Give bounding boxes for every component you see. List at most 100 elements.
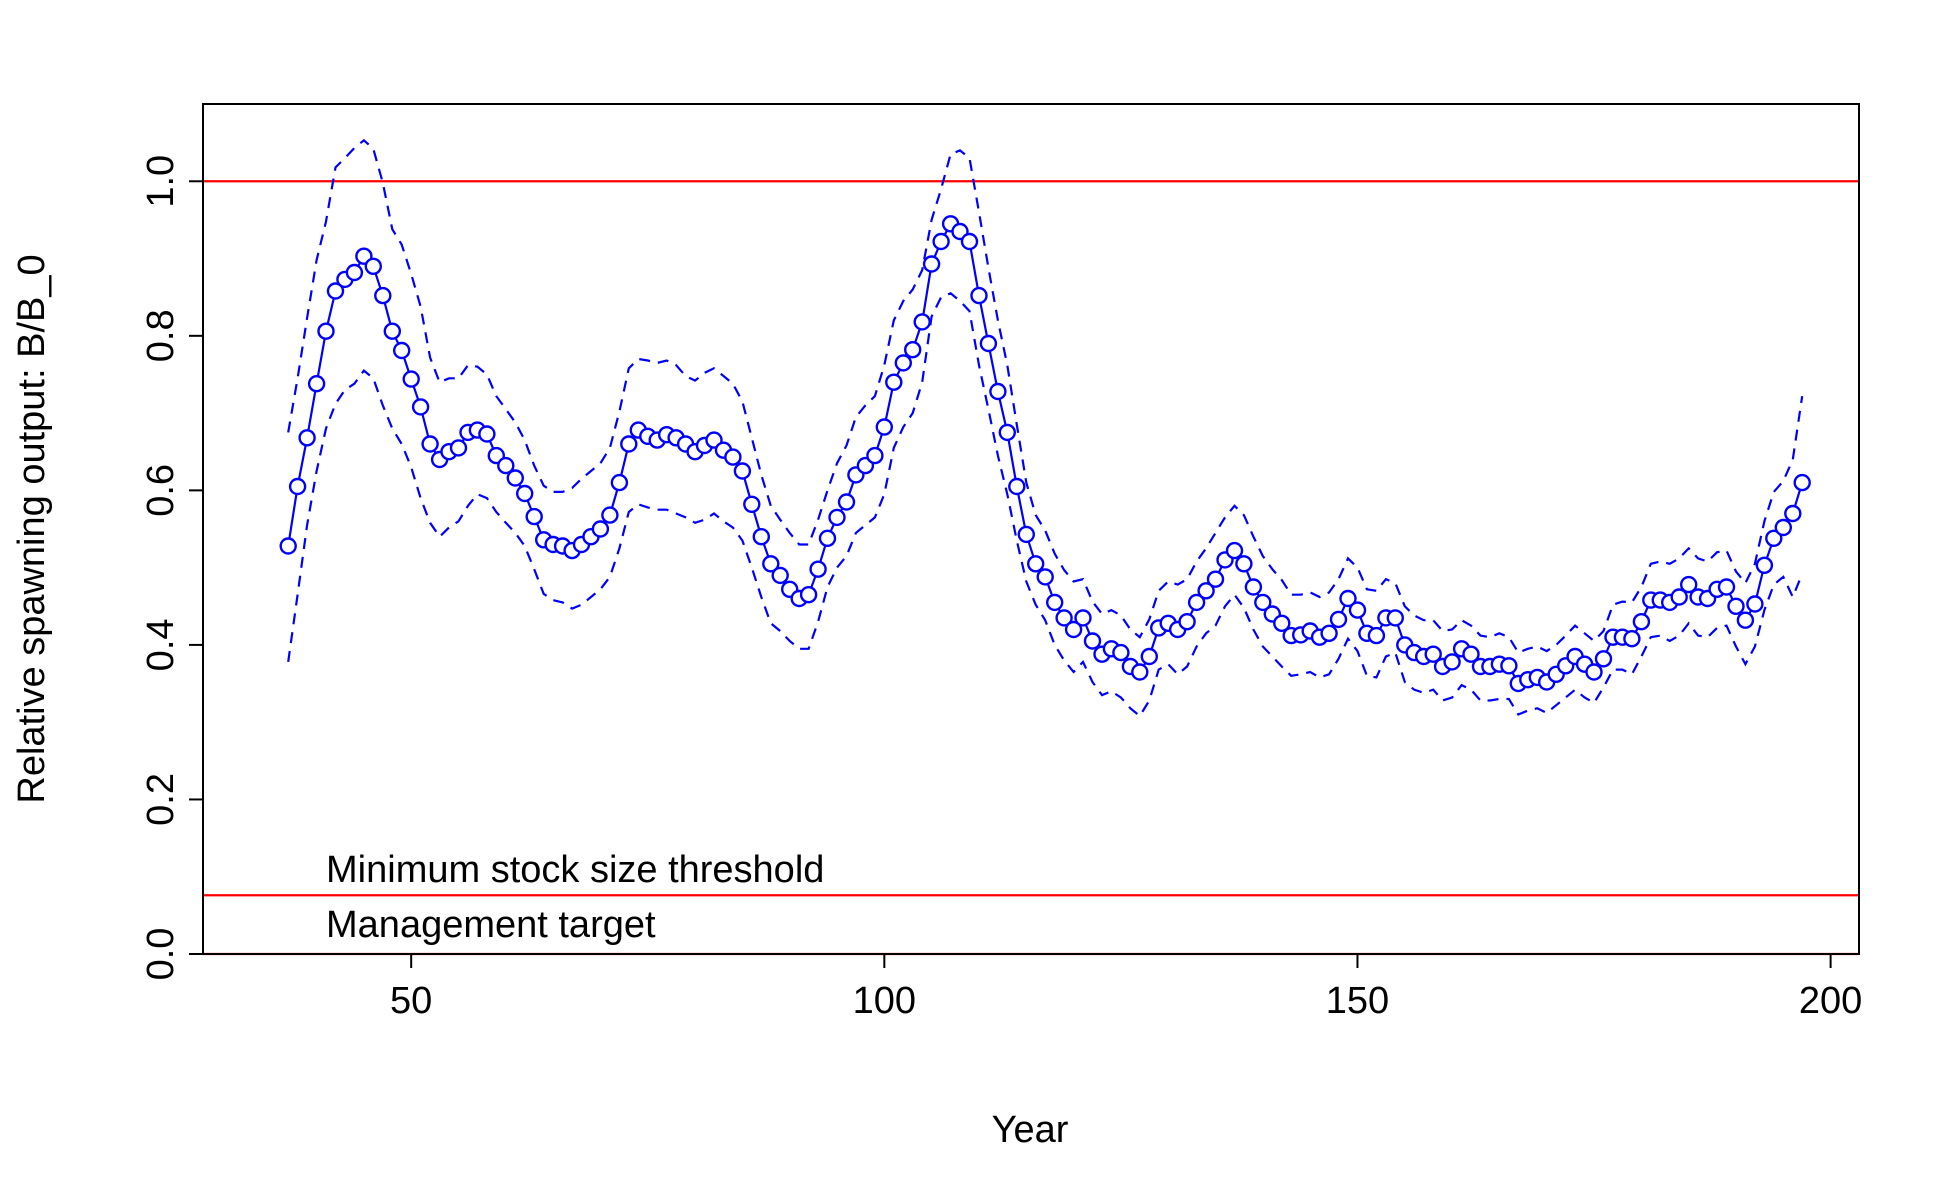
data-point	[601, 506, 619, 524]
annotations: Minimum stock size threshold Management …	[326, 849, 824, 946]
data-point	[1206, 570, 1225, 588]
data-point	[989, 382, 1007, 401]
annotation-management-target: Management target	[326, 904, 656, 946]
data-point	[421, 435, 439, 453]
data-point	[885, 373, 903, 391]
data-point	[1008, 477, 1026, 496]
y-axis-label: Relative spawning output: B/B_0	[11, 254, 53, 803]
data-point	[620, 435, 638, 453]
data-point	[1235, 555, 1253, 573]
data-point	[1367, 626, 1386, 645]
data-point	[922, 255, 941, 273]
data-point	[1679, 575, 1698, 594]
data-point	[1320, 624, 1338, 642]
data-point	[960, 232, 979, 251]
data-point	[1187, 593, 1206, 612]
y-tick-label: 0.2	[140, 773, 182, 826]
data-point	[762, 555, 780, 573]
x-tick-label: 50	[390, 980, 432, 1022]
data-point	[402, 370, 420, 388]
data-point	[1254, 593, 1272, 612]
y-tick-label: 0.4	[140, 618, 182, 671]
data-point	[307, 375, 326, 393]
data-point	[1064, 620, 1083, 639]
data-point	[449, 439, 468, 457]
data-point	[724, 448, 742, 466]
data-point	[1727, 597, 1745, 615]
upper-ci-line	[287, 138, 1804, 654]
data-point	[1443, 653, 1461, 671]
data-point	[1045, 593, 1064, 612]
y-tick-label: 0.8	[140, 309, 182, 362]
annotation-minimum-stock-size-threshold: Minimum stock size threshold	[326, 849, 824, 891]
data-point	[1348, 601, 1367, 619]
confidence-intervals	[287, 138, 1804, 718]
data-point	[1585, 663, 1603, 681]
data-point	[1746, 595, 1764, 613]
data-point	[383, 322, 401, 340]
axes: 50 100 150 200 0.0 0.2 0.4 0.6 0.8 1.0	[140, 155, 1862, 1022]
data-point	[809, 560, 827, 578]
data-point	[326, 282, 345, 300]
x-tick-label: 100	[853, 980, 916, 1022]
data-point	[894, 354, 912, 372]
data-point	[1083, 632, 1102, 650]
data-point	[497, 456, 515, 475]
y-tick-label: 0.0	[140, 928, 182, 981]
data-point	[279, 537, 297, 555]
data-point	[771, 566, 789, 585]
data-point	[932, 232, 950, 251]
data-point	[506, 469, 524, 487]
data-point	[374, 286, 392, 305]
estimate-line	[287, 222, 1804, 685]
data-point	[1055, 609, 1073, 627]
data-point	[1632, 613, 1651, 631]
data-point	[288, 477, 307, 496]
data-point	[1755, 556, 1774, 574]
lower-ci-line	[287, 292, 1804, 718]
data-point	[1424, 645, 1442, 663]
data-point	[1273, 614, 1291, 632]
data-point	[875, 418, 893, 436]
data-point	[345, 263, 364, 282]
data-point	[1074, 609, 1092, 627]
data-point	[1197, 582, 1215, 600]
data-point	[904, 341, 922, 359]
data-point	[364, 257, 382, 275]
data-point	[317, 322, 335, 340]
data-point	[799, 586, 818, 604]
data-point	[828, 508, 846, 527]
data-point	[393, 341, 411, 360]
data-point	[1339, 589, 1357, 608]
data-point	[1793, 473, 1811, 492]
data-point	[610, 473, 629, 492]
data-point	[1736, 611, 1755, 629]
data-point	[298, 429, 316, 447]
data-point	[1717, 578, 1736, 596]
data-point	[1386, 609, 1405, 627]
data-point	[1329, 610, 1348, 629]
data-point	[1500, 657, 1518, 675]
data-point	[525, 507, 543, 526]
data-point	[1784, 504, 1802, 523]
data-point	[1594, 650, 1613, 668]
data-point	[866, 446, 884, 465]
estimate-series	[279, 215, 1811, 693]
data-point	[478, 425, 496, 443]
data-point	[743, 495, 761, 513]
y-tick-label: 1.0	[140, 155, 182, 208]
data-point	[1623, 630, 1641, 648]
data-point	[1774, 518, 1793, 537]
data-point	[1140, 647, 1159, 666]
data-point	[1244, 578, 1263, 596]
data-point	[516, 484, 534, 503]
data-point	[818, 529, 837, 547]
data-point	[1026, 555, 1045, 573]
data-point	[1462, 645, 1480, 663]
data-point	[1178, 613, 1196, 631]
data-point	[1036, 568, 1054, 586]
data-point	[1131, 663, 1149, 681]
x-axis-label: Year	[992, 1109, 1069, 1151]
data-point	[979, 334, 998, 353]
y-tick-label: 0.6	[140, 464, 182, 517]
